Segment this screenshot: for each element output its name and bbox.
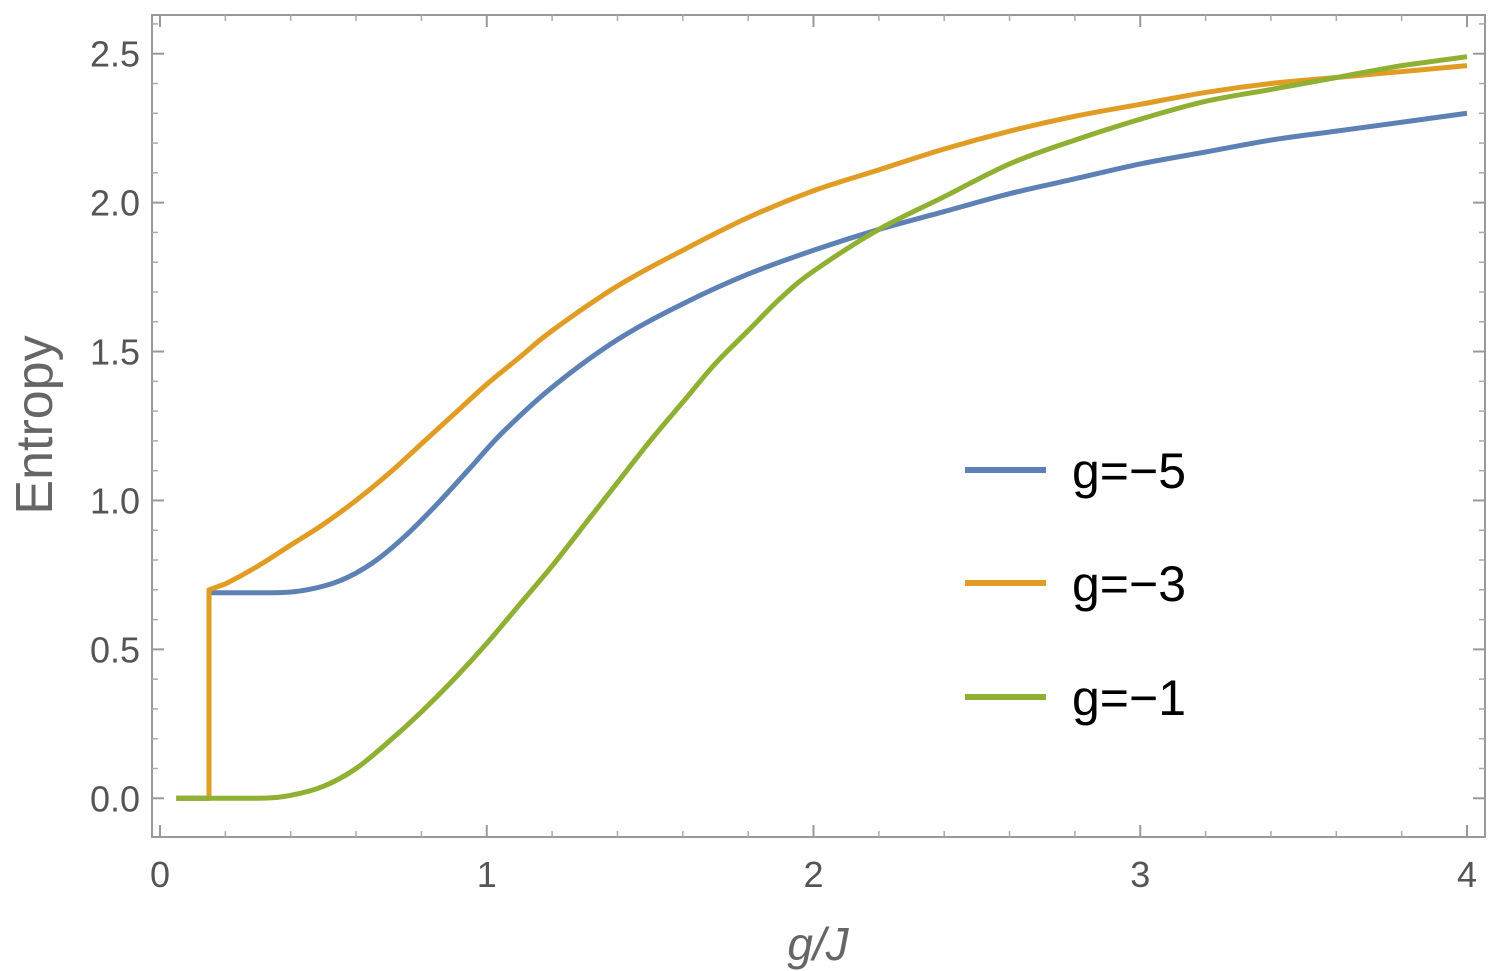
x-axis-title: g/J [787,918,849,970]
legend-label: g=−3 [1072,556,1186,612]
x-tick-label: 3 [1130,854,1150,895]
plot-frame [151,14,1486,838]
series-lines [176,54,1468,801]
series-line-2 [176,63,1468,801]
y-tick-label: 2.0 [90,183,140,224]
y-tick-label: 2.5 [90,34,140,75]
x-tick-label: 0 [150,854,170,895]
series-line-1 [176,110,1468,801]
x-tick-label: 1 [477,854,497,895]
x-tick-labels: 0 1 2 3 4 [150,854,1477,895]
y-tick-label: 1.5 [90,332,140,373]
series-line-3 [176,54,1468,801]
y-tick-label: 0.0 [90,778,140,819]
y-tick-labels: 0.0 0.5 1.0 1.5 2.0 2.5 [90,34,140,820]
y-tick-label: 1.0 [90,480,140,521]
y-axis-title: Entropy [6,335,64,514]
legend: g=−5 g=−3 g=−1 [965,443,1186,726]
major-ticks [152,15,1485,837]
y-tick-label: 0.5 [90,629,140,670]
minor-ticks [152,15,1485,837]
x-tick-label: 2 [803,854,823,895]
x-tick-label: 4 [1457,854,1477,895]
legend-label: g=−5 [1072,443,1186,499]
legend-label: g=−1 [1072,670,1186,726]
